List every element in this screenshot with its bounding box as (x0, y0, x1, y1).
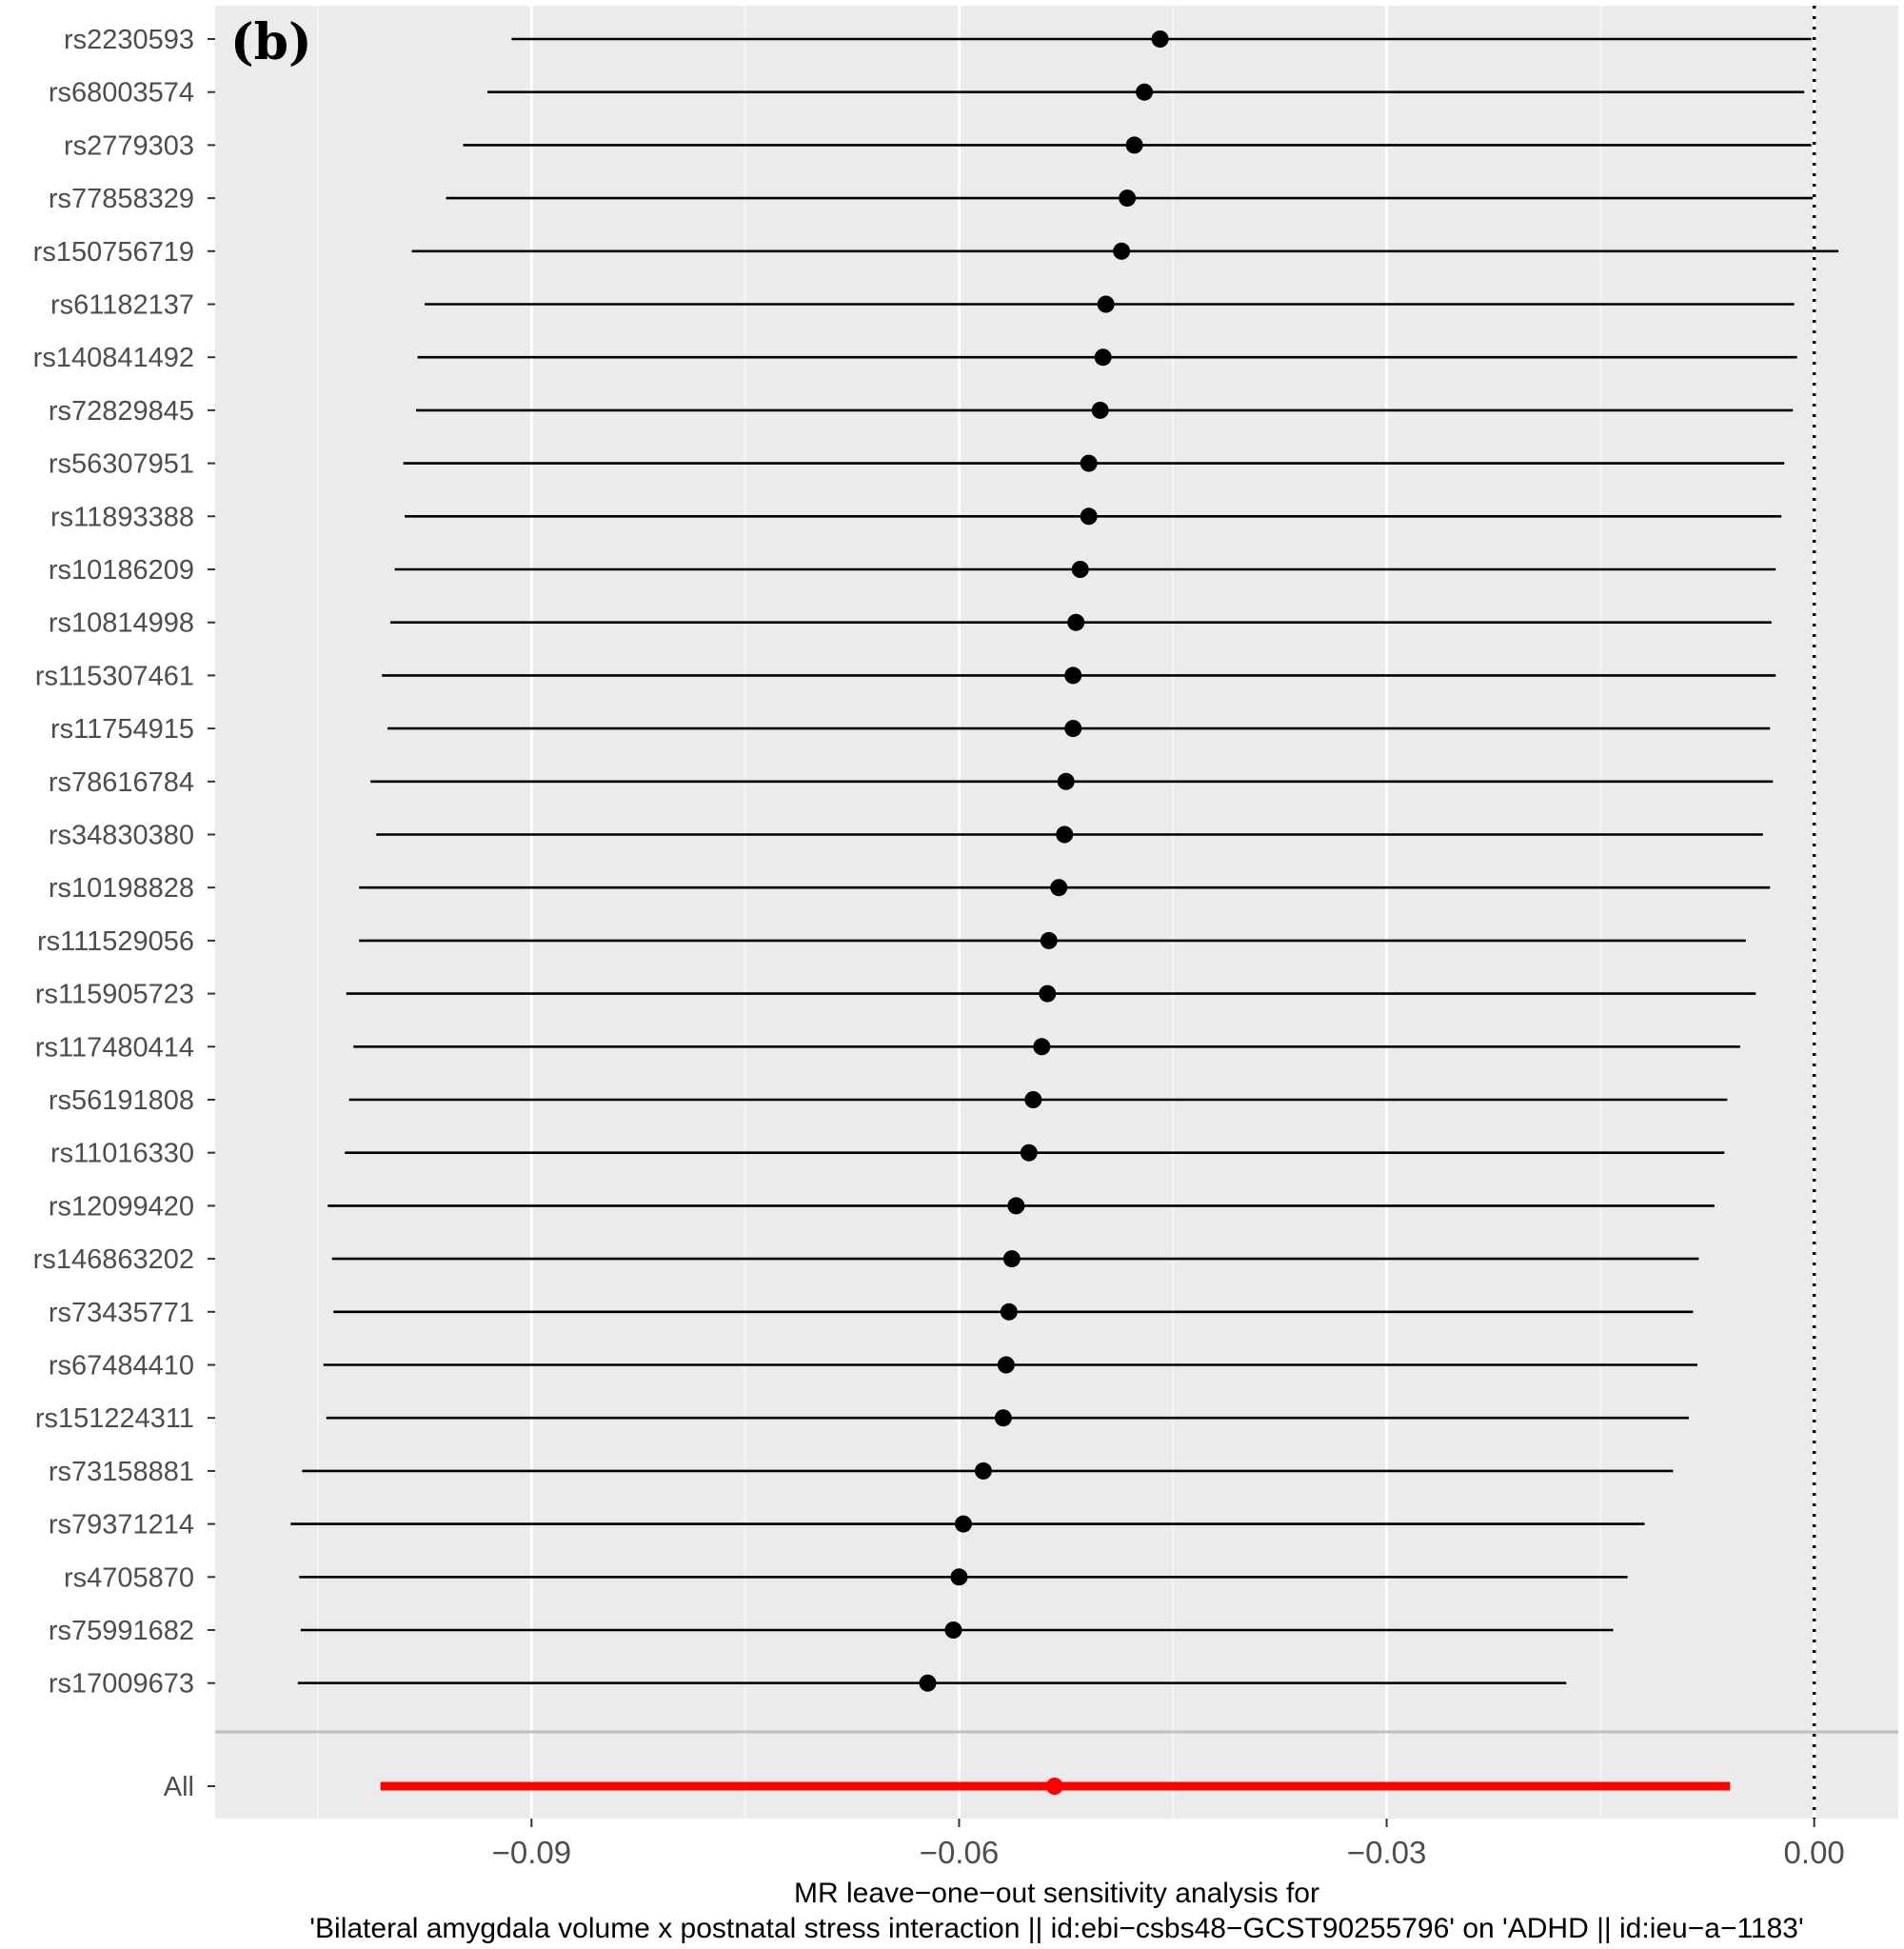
effect-estimate-point (1020, 1144, 1038, 1162)
effect-estimate-point (1080, 507, 1098, 526)
snp-label: rs34830380 (49, 821, 194, 851)
snp-label: rs10186209 (49, 555, 194, 586)
snp-label: rs77858329 (49, 184, 194, 214)
snp-label: rs140841492 (33, 343, 194, 373)
snp-label: rs56191808 (49, 1085, 194, 1116)
x-tick-label: −0.09 (492, 1835, 572, 1870)
grid-lines (317, 6, 1816, 1819)
effect-estimate-point (1094, 348, 1112, 367)
snp-label: rs151224311 (35, 1403, 194, 1434)
effect-estimate-point (1050, 879, 1068, 897)
effect-estimate-point (1151, 30, 1169, 48)
snp-label: rs12099420 (49, 1191, 194, 1222)
snp-label: rs78616784 (49, 767, 194, 798)
x-tick-label: 0.00 (1784, 1835, 1845, 1870)
snp-rows (290, 30, 1839, 1692)
effect-estimate-point (974, 1462, 992, 1480)
effect-estimate-point (1000, 1303, 1018, 1321)
snp-label: rs11893388 (50, 502, 194, 532)
effect-estimate-point (1007, 1197, 1025, 1215)
effect-estimate-point (919, 1674, 937, 1692)
effect-estimate-point (1057, 772, 1075, 790)
effect-estimate-point (1056, 825, 1074, 844)
x-axis: −0.09 −0.06 −0.03 0.00 (492, 1819, 1845, 1870)
snp-label: rs111529056 (37, 926, 194, 957)
snp-label: rs115905723 (35, 980, 194, 1010)
panel-tag: (b) (230, 13, 312, 71)
overall-label: All (164, 1772, 194, 1802)
snp-label: rs75991682 (49, 1616, 194, 1646)
x-axis-title-line1: MR leave−one−out sensitivity analysis fo… (794, 1878, 1319, 1909)
plot-panel (215, 6, 1898, 1819)
effect-estimate-point (1097, 295, 1115, 313)
overall-effect-point (1045, 1778, 1063, 1795)
effect-estimate-point (1067, 613, 1085, 631)
effect-estimate-point (1071, 561, 1089, 578)
snp-label: rs11016330 (50, 1139, 194, 1169)
snp-label: rs2779303 (64, 130, 194, 161)
snp-label: rs79371214 (49, 1510, 194, 1541)
snp-label: rs61182137 (50, 290, 194, 321)
effect-estimate-point (1136, 83, 1154, 101)
effect-estimate-point (1064, 666, 1082, 685)
x-tick-label: −0.06 (920, 1835, 1000, 1870)
effect-estimate-point (1113, 242, 1131, 260)
effect-estimate-point (1064, 720, 1082, 738)
snp-label: rs117480414 (35, 1032, 194, 1063)
effect-estimate-point (1091, 401, 1109, 419)
snp-label: rs4705870 (64, 1562, 194, 1593)
snp-label: rs72829845 (49, 396, 194, 427)
snp-label: rs2230593 (64, 25, 194, 55)
snp-label: rs10814998 (49, 608, 194, 639)
effect-estimate-point (1119, 189, 1137, 208)
snp-label: rs56307951 (49, 449, 194, 480)
snp-label: rs17009673 (49, 1669, 194, 1700)
effect-estimate-point (1024, 1091, 1042, 1108)
x-axis-title-line2: 'Bilateral amygdala volume x postnatal s… (309, 1913, 1803, 1944)
snp-label: rs73158881 (49, 1457, 194, 1487)
snp-label: rs68003574 (49, 78, 194, 109)
effect-estimate-point (1002, 1250, 1021, 1268)
effect-estimate-point (997, 1356, 1015, 1374)
effect-estimate-point (954, 1515, 972, 1533)
snp-label: rs150756719 (33, 237, 194, 268)
snp-label: rs11754915 (50, 714, 194, 745)
effect-estimate-point (1125, 136, 1143, 154)
snp-label: rs67484410 (49, 1351, 194, 1382)
snp-label: rs115307461 (35, 661, 194, 691)
effect-estimate-point (1039, 984, 1057, 1003)
effect-estimate-point (1040, 931, 1058, 949)
effect-estimate-point (1080, 454, 1098, 472)
x-tick-label: −0.03 (1347, 1835, 1427, 1870)
snp-label: rs73435771 (49, 1298, 194, 1328)
y-axis-labels: rs2230593 rs68003574 rs2779303 rs77858329 rs… (33, 25, 215, 1802)
snp-label: rs146863202 (33, 1244, 194, 1275)
overall-estimate (380, 1778, 1731, 1795)
effect-estimate-point (944, 1621, 962, 1639)
effect-estimate-point (1033, 1038, 1051, 1056)
snp-label: rs10198828 (49, 873, 194, 904)
effect-estimate-point (994, 1409, 1012, 1427)
effect-estimate-point (950, 1568, 968, 1586)
